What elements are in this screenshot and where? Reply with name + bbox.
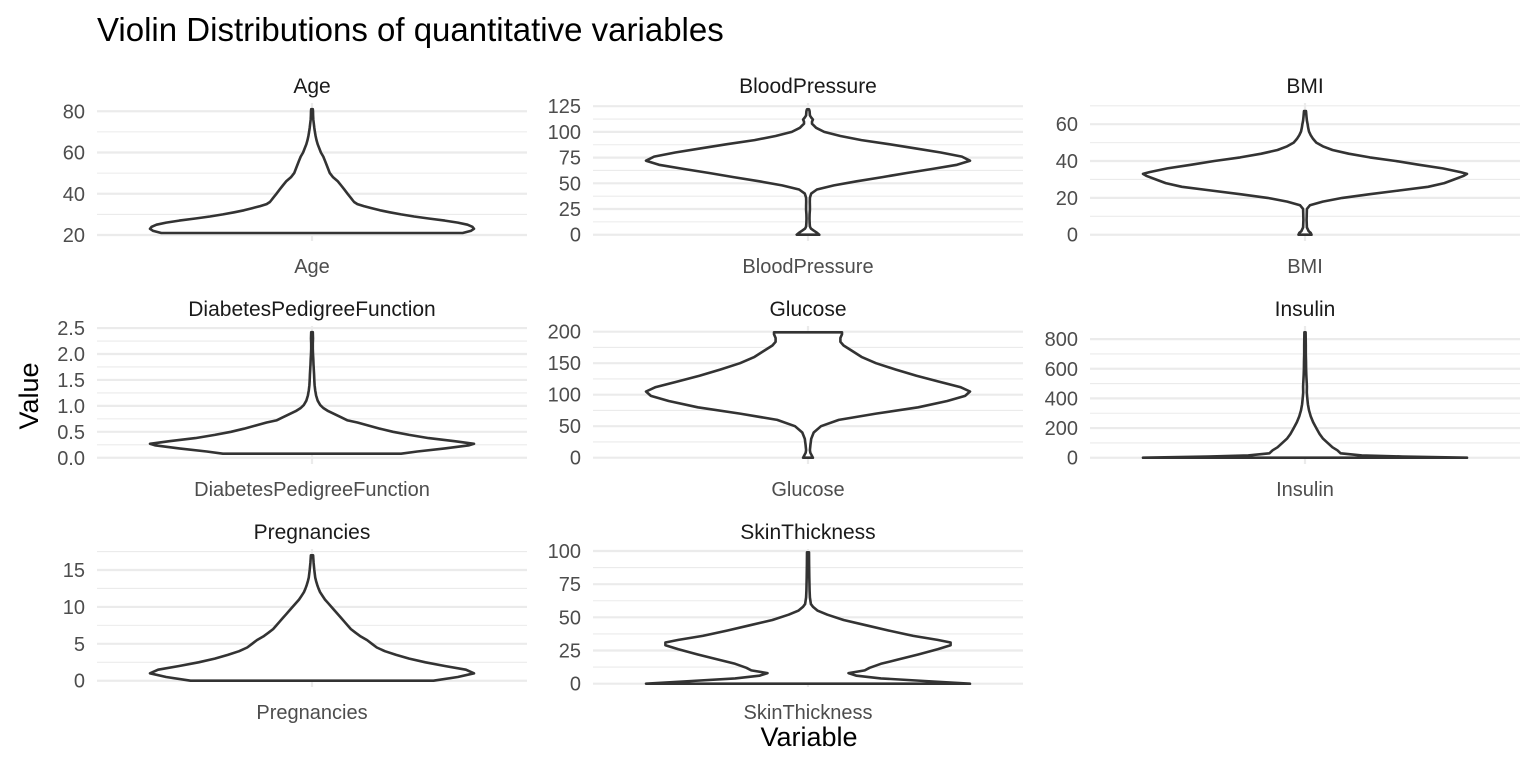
y-tick-label: 0 — [570, 448, 581, 470]
y-tick-label: 1.0 — [57, 396, 85, 418]
violin-blood-pressure — [644, 108, 972, 236]
facet-bmi: 0 20 40 60 BMI BMI — [1056, 75, 1520, 278]
facet-strip-label: Pregnancies — [254, 521, 371, 544]
violin-diabetes-pedigree-function — [148, 330, 476, 455]
y-tick-label: 150 — [548, 353, 581, 375]
x-tick-label: DiabetesPedigreeFunction — [194, 479, 430, 501]
facet-strip-label: DiabetesPedigreeFunction — [188, 298, 436, 321]
violin-age — [148, 107, 476, 235]
y-tick-label: 25 — [559, 199, 581, 221]
y-tick-label: 15 — [63, 560, 85, 582]
facet-strip-label: Age — [293, 75, 330, 98]
facet-strip-label: BMI — [1286, 75, 1323, 98]
chart-title: Violin Distributions of quantitative var… — [97, 11, 724, 48]
y-tick-label: 40 — [1056, 151, 1078, 173]
y-axis-title: Value — [14, 362, 44, 429]
facet-diabetes-pedigree-function: 0.0 0.5 1.0 1.5 2.0 2.5 DiabetesPedigreeFuncti… — [57, 298, 527, 501]
x-tick-label: Age — [294, 256, 330, 278]
facet-age: 20 40 60 80 Age Age — [63, 75, 527, 278]
y-tick-label: 100 — [548, 541, 581, 563]
x-tick-label: BloodPressure — [742, 256, 873, 278]
y-tick-label: 0 — [1067, 225, 1078, 247]
y-tick-label: 0.5 — [57, 422, 85, 444]
y-tick-label: 200 — [548, 322, 581, 344]
y-tick-label: 2.0 — [57, 344, 85, 366]
facet-insulin: 0 200 400 600 800 Insulin Insulin — [1045, 298, 1520, 501]
violin-bmi — [1141, 109, 1469, 236]
facet-strip-label: Glucose — [769, 298, 846, 321]
y-tick-label: 60 — [1056, 114, 1078, 136]
facet-blood-pressure: 0 25 50 75 100 125 BloodPressure BloodPressure — [548, 75, 1023, 278]
facet-panels: 20406080AgeAge0255075100125BloodPressure… — [57, 75, 1520, 724]
x-tick-label: BMI — [1287, 256, 1323, 278]
x-tick-label: Insulin — [1276, 479, 1334, 501]
y-tick-label: 75 — [559, 148, 581, 170]
y-tick-label: 25 — [559, 641, 581, 663]
y-tick-label: 0 — [1067, 448, 1078, 470]
y-tick-label: 0 — [74, 671, 85, 693]
x-axis-title: Variable — [760, 722, 857, 752]
y-tick-label: 5 — [74, 634, 85, 656]
y-tick-label: 50 — [559, 607, 581, 629]
y-tick-label: 0 — [570, 225, 581, 247]
violin-skin-thickness — [644, 551, 972, 685]
facet-pregnancies: 0 5 10 15 Pregnancies Pregnancies — [63, 521, 527, 724]
violin-pregnancies — [148, 554, 476, 682]
y-tick-label: 400 — [1045, 388, 1078, 410]
y-tick-label: 60 — [63, 143, 85, 165]
y-tick-label: 50 — [559, 173, 581, 195]
y-tick-label: 40 — [63, 184, 85, 206]
facet-skin-thickness: 0 25 50 75 100 SkinThickness SkinThickness — [548, 521, 1023, 724]
y-tick-label: 200 — [1045, 418, 1078, 440]
y-tick-label: 0 — [570, 674, 581, 696]
y-tick-label: 800 — [1045, 329, 1078, 351]
y-tick-label: 20 — [1056, 188, 1078, 210]
y-tick-label: 75 — [559, 574, 581, 596]
y-tick-label: 600 — [1045, 359, 1078, 381]
facet-strip-label: Insulin — [1275, 298, 1336, 321]
facet-strip-label: SkinThickness — [740, 521, 875, 544]
facet-strip-label: BloodPressure — [739, 75, 877, 98]
y-tick-label: 10 — [63, 597, 85, 619]
y-tick-label: 2.5 — [57, 318, 85, 340]
y-tick-label: 100 — [548, 385, 581, 407]
facet-glucose: 0 50 100 150 200 Glucose Glucose — [548, 298, 1023, 501]
x-tick-label: SkinThickness — [744, 702, 873, 724]
y-tick-label: 20 — [63, 225, 85, 247]
x-tick-label: Pregnancies — [256, 702, 367, 724]
y-tick-label: 1.5 — [57, 370, 85, 392]
y-tick-label: 50 — [559, 416, 581, 438]
y-tick-label: 80 — [63, 101, 85, 123]
x-tick-label: Glucose — [771, 479, 844, 501]
y-tick-label: 125 — [548, 96, 581, 118]
y-tick-label: 0.0 — [57, 448, 85, 470]
y-tick-label: 100 — [548, 122, 581, 144]
violin-glucose — [644, 331, 972, 459]
violin-insulin — [1141, 331, 1469, 459]
